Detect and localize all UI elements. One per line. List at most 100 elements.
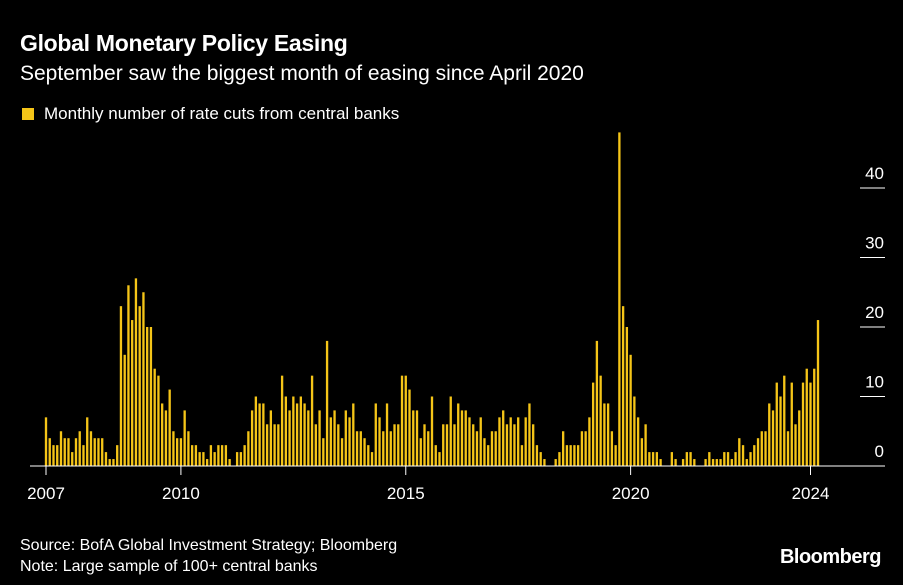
bar	[149, 327, 153, 466]
bar	[693, 459, 696, 466]
bar	[292, 396, 295, 466]
bar	[719, 459, 722, 466]
bar	[771, 410, 775, 466]
bar	[337, 424, 340, 466]
bar	[310, 375, 314, 466]
bar	[434, 445, 437, 466]
bar	[801, 382, 805, 466]
bar	[205, 459, 209, 466]
bar	[48, 438, 51, 466]
bar	[59, 431, 63, 466]
bar	[415, 410, 419, 466]
bar	[303, 403, 306, 466]
x-tick-label: 2010	[162, 484, 200, 503]
bar	[569, 445, 572, 466]
bloomberg-logo: Bloomberg	[779, 546, 882, 568]
bar	[363, 438, 366, 466]
bar	[629, 354, 632, 466]
bar	[430, 396, 434, 466]
bar	[273, 424, 276, 466]
bar	[198, 452, 201, 466]
bar	[344, 410, 347, 466]
x-tick-label: 2007	[27, 484, 65, 503]
bar	[606, 403, 610, 466]
bar	[681, 459, 685, 466]
bar	[359, 431, 362, 466]
chart-title: Global Monetary Policy Easing	[20, 30, 348, 56]
bar	[179, 438, 183, 466]
bar	[479, 417, 482, 466]
x-tick-label: 2020	[612, 484, 650, 503]
bar	[247, 431, 250, 466]
bar	[104, 452, 108, 466]
bar	[764, 431, 767, 466]
bar	[235, 452, 239, 466]
bar	[374, 403, 377, 466]
bar	[565, 445, 569, 466]
bar	[749, 452, 752, 466]
bar	[217, 445, 220, 466]
bar	[224, 445, 228, 466]
bar	[187, 431, 190, 466]
bar	[382, 431, 385, 466]
x-tick-label: 2024	[792, 484, 830, 503]
bar	[314, 424, 317, 466]
bar	[745, 459, 748, 466]
bar	[760, 431, 763, 466]
bar	[176, 438, 179, 466]
bar	[756, 438, 760, 466]
bar	[464, 410, 467, 466]
bar	[127, 285, 130, 466]
bar	[738, 438, 741, 466]
bar	[576, 445, 580, 466]
bar	[284, 396, 287, 466]
bar	[457, 403, 460, 466]
bar	[190, 445, 194, 466]
y-tick-label: 40	[865, 164, 884, 183]
bar	[97, 438, 100, 466]
bar	[153, 368, 156, 466]
bar	[239, 452, 243, 466]
bar	[86, 417, 89, 466]
bar	[539, 452, 542, 466]
bar	[535, 445, 539, 466]
bar	[472, 424, 475, 466]
bar	[161, 403, 164, 466]
bar	[119, 306, 123, 466]
bar	[509, 417, 512, 466]
bar	[813, 368, 816, 466]
bar	[753, 445, 756, 466]
bar	[543, 459, 546, 466]
bar	[269, 410, 273, 466]
bar	[412, 410, 415, 466]
bar	[164, 410, 168, 466]
bar	[378, 417, 381, 466]
bar	[498, 417, 501, 466]
bar	[786, 431, 790, 466]
bar	[44, 417, 48, 466]
bar	[505, 424, 509, 466]
bar	[659, 459, 662, 466]
bar	[295, 403, 299, 466]
bar	[329, 417, 332, 466]
bar	[715, 459, 718, 466]
bar	[554, 459, 557, 466]
bar	[168, 389, 171, 466]
bar	[404, 375, 407, 466]
bar	[352, 403, 355, 466]
bar	[112, 459, 115, 466]
bar	[101, 438, 104, 466]
bar	[131, 320, 134, 466]
bar	[584, 431, 587, 466]
bar	[711, 459, 715, 466]
bar	[280, 375, 284, 466]
bar	[385, 403, 389, 466]
bar	[726, 452, 730, 466]
bar	[655, 452, 659, 466]
bar	[708, 452, 711, 466]
bar	[520, 445, 524, 466]
bar	[636, 417, 640, 466]
bar	[513, 424, 516, 466]
bar	[228, 459, 231, 466]
bar	[427, 431, 430, 466]
